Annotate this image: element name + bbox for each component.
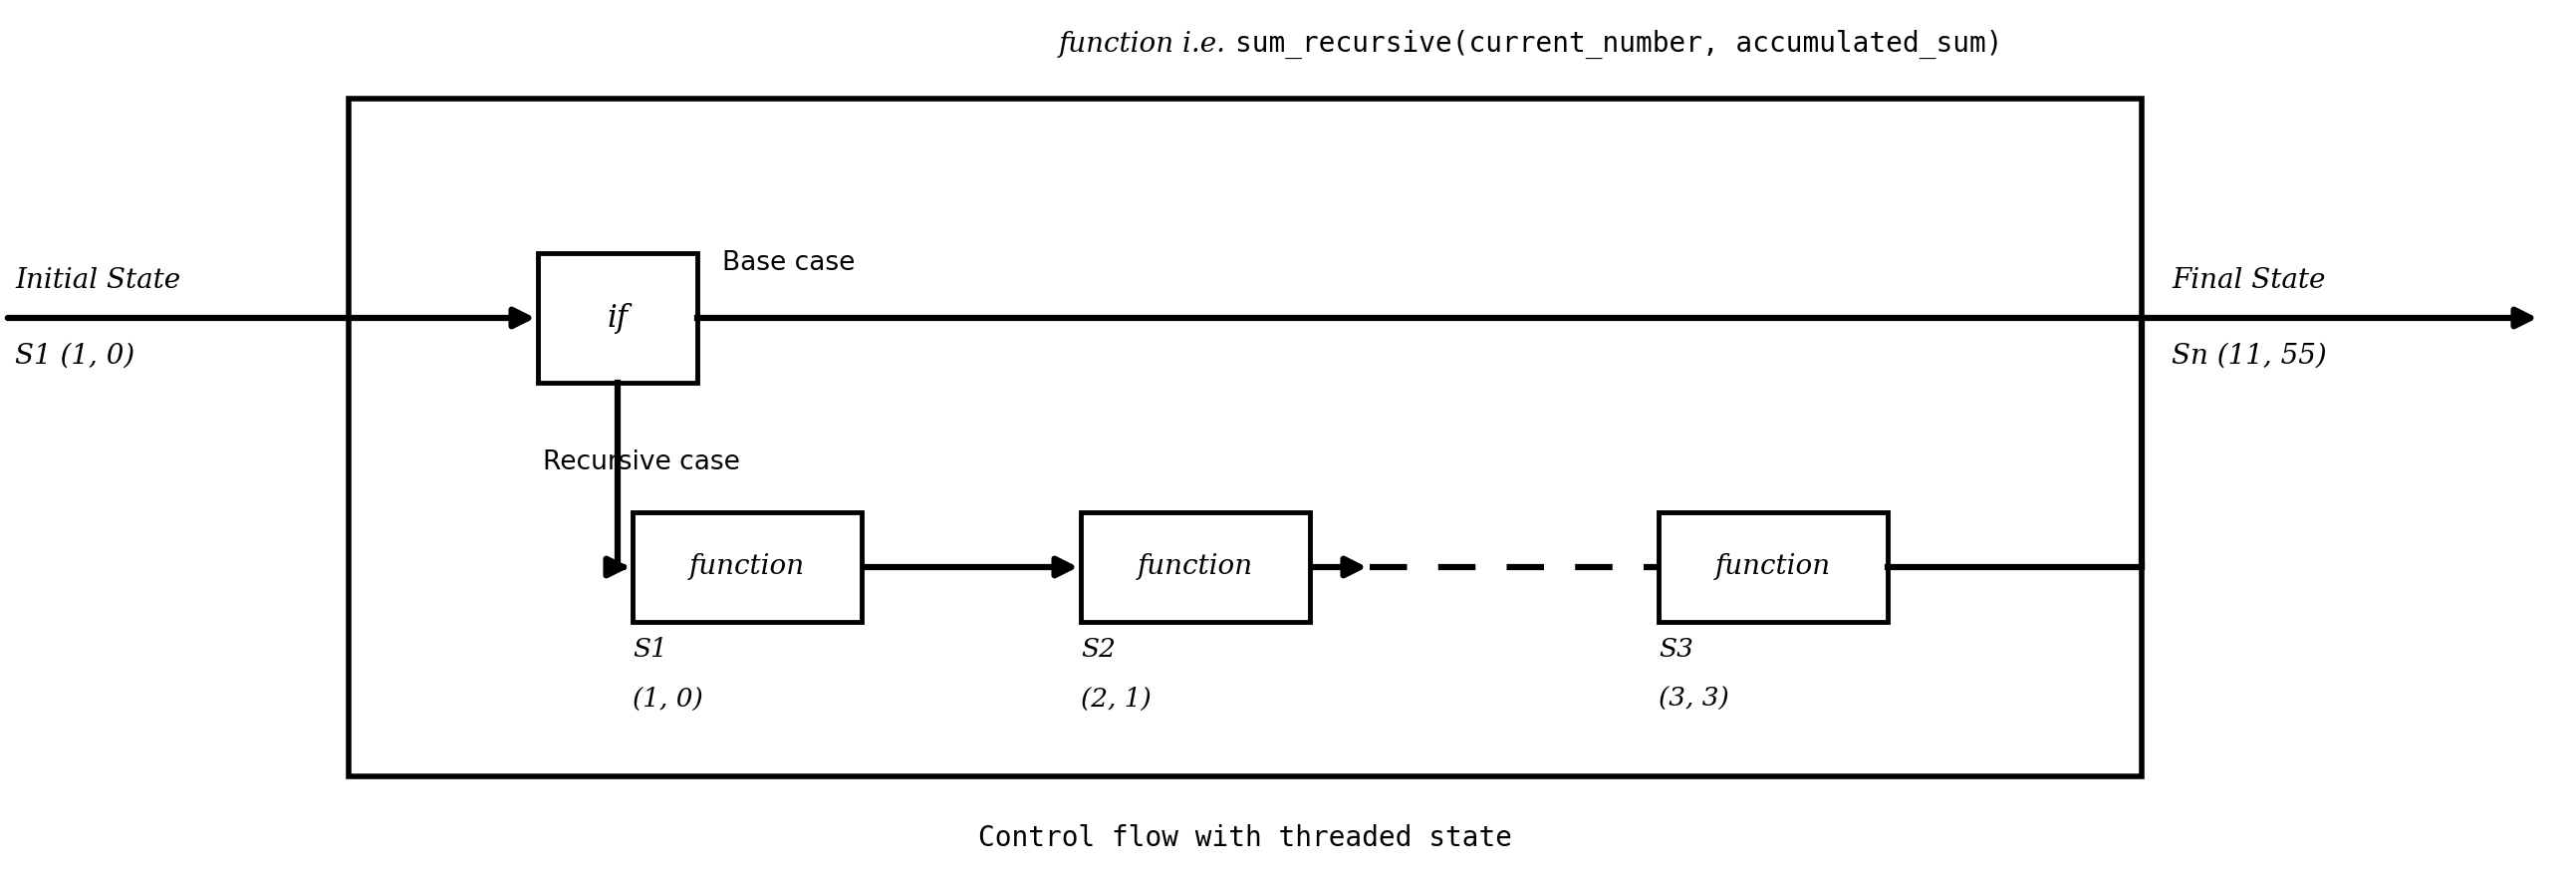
Text: function: function xyxy=(690,554,804,580)
Text: function: function xyxy=(1716,554,1832,580)
Text: function: function xyxy=(1139,554,1252,580)
Text: Initial State: Initial State xyxy=(15,267,180,293)
FancyBboxPatch shape xyxy=(538,253,698,383)
Text: (3, 3): (3, 3) xyxy=(1659,687,1728,711)
Text: if: if xyxy=(608,302,629,333)
Text: Control flow with threaded state: Control flow with threaded state xyxy=(979,824,1512,852)
Text: S1 (1, 0): S1 (1, 0) xyxy=(15,342,134,369)
Text: (1, 0): (1, 0) xyxy=(634,687,703,711)
Text: sum_recursive(current_number, accumulated_sum): sum_recursive(current_number, accumulate… xyxy=(1236,29,2002,58)
Text: S3: S3 xyxy=(1659,637,1692,662)
FancyBboxPatch shape xyxy=(634,512,860,622)
FancyBboxPatch shape xyxy=(1082,512,1311,622)
Text: (2, 1): (2, 1) xyxy=(1082,687,1151,711)
Text: Recursive case: Recursive case xyxy=(544,449,739,476)
Text: Sn (11, 55): Sn (11, 55) xyxy=(2172,342,2326,369)
Text: Base case: Base case xyxy=(721,250,855,276)
FancyBboxPatch shape xyxy=(1659,512,1888,622)
Text: Final State: Final State xyxy=(2172,267,2326,293)
Text: S2: S2 xyxy=(1082,637,1115,662)
Text: function i.e.: function i.e. xyxy=(1059,30,1236,58)
Text: S1: S1 xyxy=(634,637,667,662)
